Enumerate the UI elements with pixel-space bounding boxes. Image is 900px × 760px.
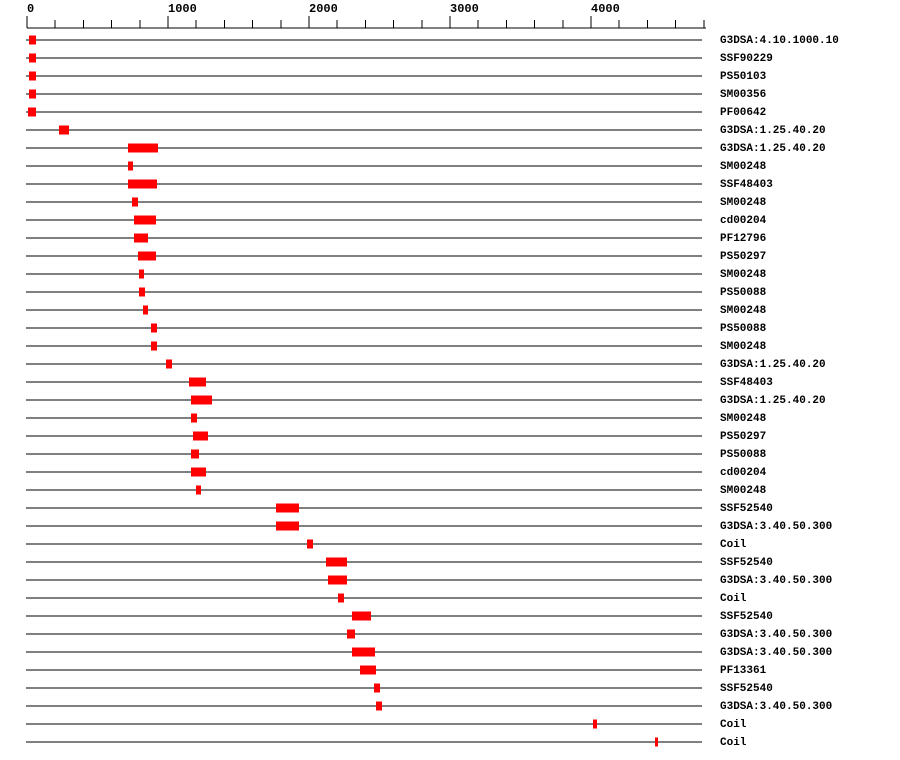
- svg-text:G3DSA:3.40.50.300: G3DSA:3.40.50.300: [720, 629, 832, 641]
- svg-text:PF00642: PF00642: [720, 107, 766, 119]
- svg-text:PS50297: PS50297: [720, 431, 766, 443]
- svg-text:SM00248: SM00248: [720, 197, 767, 209]
- svg-text:3000: 3000: [450, 2, 479, 16]
- svg-text:PS50103: PS50103: [720, 71, 767, 83]
- svg-text:SM00356: SM00356: [720, 89, 766, 101]
- svg-text:PS50297: PS50297: [720, 251, 766, 263]
- svg-text:SM00248: SM00248: [720, 413, 767, 425]
- svg-text:SM00248: SM00248: [720, 269, 767, 281]
- svg-text:PS50088: PS50088: [720, 287, 767, 299]
- svg-text:SSF52540: SSF52540: [720, 683, 773, 695]
- svg-text:Coil: Coil: [720, 539, 747, 551]
- svg-text:SSF52540: SSF52540: [720, 557, 773, 569]
- svg-text:G3DSA:4.10.1000.10: G3DSA:4.10.1000.10: [720, 35, 839, 47]
- svg-text:PF12796: PF12796: [720, 233, 766, 245]
- svg-text:Coil: Coil: [720, 737, 747, 749]
- svg-text:1000: 1000: [168, 2, 197, 16]
- svg-text:SSF48403: SSF48403: [720, 377, 773, 389]
- svg-text:cd00204: cd00204: [720, 467, 767, 479]
- svg-text:G3DSA:1.25.40.20: G3DSA:1.25.40.20: [720, 359, 826, 371]
- svg-text:Coil: Coil: [720, 719, 747, 731]
- svg-text:PS50088: PS50088: [720, 323, 767, 335]
- svg-text:G3DSA:3.40.50.300: G3DSA:3.40.50.300: [720, 701, 832, 713]
- svg-text:SSF90229: SSF90229: [720, 53, 773, 65]
- svg-text:SSF48403: SSF48403: [720, 179, 773, 191]
- svg-text:G3DSA:1.25.40.20: G3DSA:1.25.40.20: [720, 395, 826, 407]
- svg-text:SM00248: SM00248: [720, 485, 767, 497]
- svg-text:G3DSA:3.40.50.300: G3DSA:3.40.50.300: [720, 521, 832, 533]
- svg-text:G3DSA:3.40.50.300: G3DSA:3.40.50.300: [720, 575, 832, 587]
- svg-text:2000: 2000: [309, 2, 338, 16]
- svg-text:0: 0: [27, 2, 34, 16]
- svg-text:cd00204: cd00204: [720, 215, 767, 227]
- svg-text:SSF52540: SSF52540: [720, 611, 773, 623]
- svg-text:4000: 4000: [591, 2, 620, 16]
- svg-text:Coil: Coil: [720, 593, 747, 605]
- svg-text:G3DSA:1.25.40.20: G3DSA:1.25.40.20: [720, 125, 826, 137]
- svg-text:SSF52540: SSF52540: [720, 503, 773, 515]
- svg-text:G3DSA:3.40.50.300: G3DSA:3.40.50.300: [720, 647, 832, 659]
- svg-text:SM00248: SM00248: [720, 341, 767, 353]
- svg-text:SM00248: SM00248: [720, 305, 767, 317]
- svg-text:SM00248: SM00248: [720, 161, 767, 173]
- svg-text:G3DSA:1.25.40.20: G3DSA:1.25.40.20: [720, 143, 826, 155]
- svg-text:PS50088: PS50088: [720, 449, 767, 461]
- svg-text:PF13361: PF13361: [720, 665, 767, 677]
